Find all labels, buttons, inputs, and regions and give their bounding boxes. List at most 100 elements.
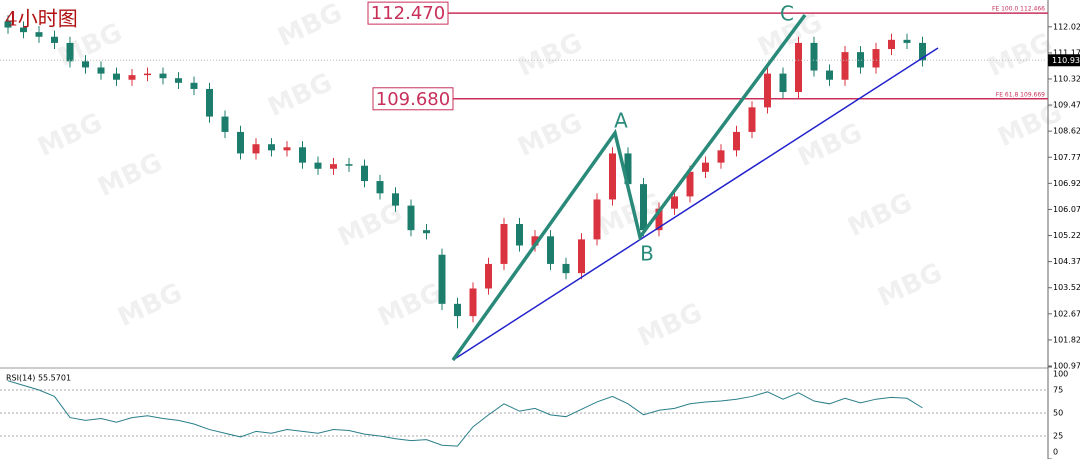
- candle-body: [872, 49, 880, 68]
- candle-body: [779, 73, 787, 93]
- y-tick-label: 25: [1053, 432, 1063, 441]
- y-tick-label: 110.325: [1053, 74, 1080, 83]
- watermark: MBG: [373, 278, 446, 334]
- candle-body: [407, 205, 415, 231]
- candle-body: [66, 42, 74, 62]
- y-tick-label: 50: [1053, 409, 1063, 418]
- last-price-box: [1048, 54, 1080, 67]
- candle-body: [4, 21, 12, 28]
- candle-body: [888, 39, 895, 50]
- abc-pattern: [451, 13, 807, 362]
- watermark: MBG: [33, 108, 106, 164]
- candle-body: [593, 199, 601, 240]
- y-tick-label: 109.475: [1053, 101, 1080, 110]
- main-panel: 112.025 111.175 110.325 109.475 108.625 107.7…: [0, 1, 1080, 371]
- candle-body: [128, 75, 136, 80]
- candle-body: [283, 147, 291, 151]
- candle-body: [748, 107, 756, 132]
- candle-body: [919, 42, 926, 61]
- y-tick-label: 101.825: [1053, 335, 1080, 344]
- level-note: FE 61.8 109.669: [996, 91, 1045, 98]
- watermark: MBG: [793, 118, 866, 174]
- candle-body: [903, 39, 911, 43]
- candle-body: [547, 236, 554, 264]
- watermark: MBG: [843, 188, 916, 244]
- candle-body: [299, 147, 306, 163]
- y-tick-label: 103.525: [1053, 283, 1080, 292]
- candle-body: [144, 73, 151, 76]
- candle-body: [20, 27, 27, 33]
- y-tick-label: 104.375: [1053, 257, 1080, 266]
- candle-body: [97, 67, 105, 74]
- watermark: MBG: [263, 68, 336, 124]
- candle-body: [82, 61, 89, 68]
- watermark: MBG: [633, 298, 706, 354]
- rsi-panel: 100 75 50 25 0: [0, 366, 1068, 459]
- candle-body: [857, 52, 864, 68]
- y-tick-label: 105.225: [1053, 231, 1080, 240]
- candle-body: [826, 70, 833, 80]
- last-price-label: 110.934: [1052, 56, 1080, 65]
- level-label: 112.470: [371, 3, 445, 24]
- candle-body: [376, 181, 384, 194]
- y-tick-label: 75: [1053, 386, 1063, 395]
- candle-body: [810, 42, 818, 71]
- candle-body: [454, 303, 461, 317]
- candle-body: [361, 165, 368, 182]
- candle-body: [252, 144, 260, 154]
- candle-body: [438, 254, 446, 304]
- candle-body: [764, 73, 771, 108]
- level-box: [367, 1, 449, 25]
- candle-body: [392, 193, 399, 206]
- candle-body: [175, 78, 182, 83]
- candle-body: [485, 263, 492, 289]
- rsi-line: [7, 380, 923, 447]
- y-tick-label: 107.775: [1053, 153, 1080, 162]
- level-note: FE 100.0 112.466: [992, 6, 1045, 13]
- candle-body: [500, 224, 508, 264]
- y-tick-label: 106.075: [1053, 205, 1080, 214]
- watermark: MBG: [113, 278, 186, 334]
- candle-body: [655, 208, 663, 231]
- chart-title: 4小时图: [5, 7, 78, 31]
- y-tick-label: 111.175: [1053, 48, 1080, 57]
- candle-body: [268, 144, 275, 151]
- candle-body: [221, 116, 229, 132]
- rsi-title: RSI(14) 55.5701: [6, 374, 71, 383]
- candle-body: [35, 32, 43, 37]
- candle-body: [671, 196, 678, 209]
- y-tick-label: 100: [1053, 370, 1068, 379]
- annotation: A: [614, 109, 628, 133]
- candle-body: [578, 239, 585, 274]
- candle-body: [159, 73, 167, 79]
- candle-body: [795, 42, 802, 93]
- watermark: MBG: [513, 108, 586, 164]
- level-box: [372, 87, 454, 111]
- candle-body: [733, 131, 740, 151]
- annotation: B: [640, 242, 654, 266]
- y-tick-label: 100.975: [1053, 362, 1080, 371]
- candle-body: [717, 150, 725, 163]
- candle-body: [640, 184, 647, 231]
- watermark: MBG: [873, 258, 946, 314]
- candle-body: [562, 263, 570, 274]
- candle-body: [624, 153, 632, 185]
- candle-body: [113, 73, 120, 80]
- candle-body: [609, 153, 616, 200]
- y-tick-label: 112.025: [1053, 22, 1080, 31]
- trend-line: [452, 47, 939, 361]
- level-label: 109.680: [376, 89, 450, 110]
- candle-body: [469, 288, 477, 317]
- y-tick-label: 102.675: [1053, 309, 1080, 318]
- candle-body: [841, 52, 849, 80]
- candle-body: [314, 162, 322, 169]
- candle-body: [190, 82, 198, 89]
- candle-body: [702, 162, 709, 172]
- watermark: MBG: [273, 0, 346, 53]
- watermark: MBG: [983, 28, 1056, 84]
- candle-body: [423, 230, 430, 234]
- annotation: C: [780, 2, 794, 26]
- candle-body: [206, 88, 213, 117]
